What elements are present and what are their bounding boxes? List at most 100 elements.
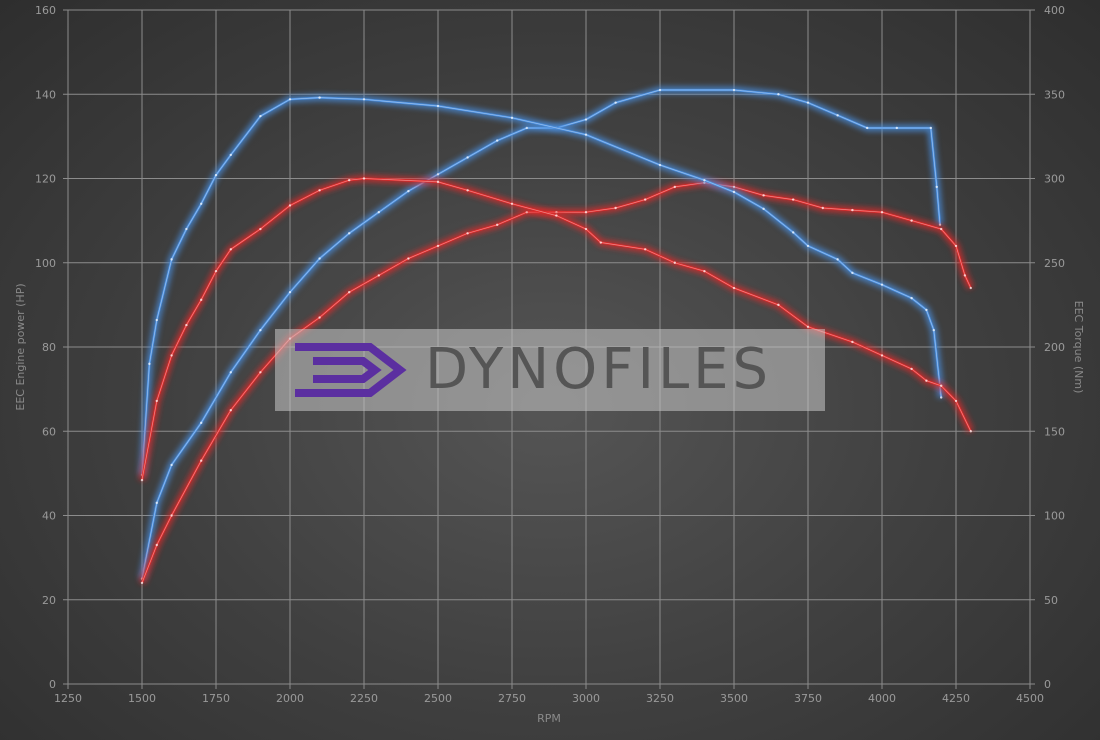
data-point [644,198,647,201]
y2-tick-label: 50 [1044,594,1058,607]
data-point [348,178,351,182]
data-point [200,202,203,205]
data-point [407,257,410,260]
y-tick-label: 20 [42,594,56,607]
data-point [777,93,780,96]
data-point [880,354,884,357]
data-point [673,261,676,264]
data-point [185,323,188,327]
data-point [910,367,913,371]
data-point [836,114,839,117]
x-axis-label: RPM [537,712,561,725]
y-tick-label: 80 [42,341,56,354]
data-point [200,459,203,462]
red-power-curve-highlight [141,182,972,584]
data-point [436,104,440,108]
data-point [963,274,967,277]
data-point [940,396,943,399]
data-point [348,232,351,235]
y2-tick-label: 400 [1044,4,1065,17]
y2-tick-label: 150 [1044,425,1065,438]
data-point [229,248,232,251]
x-tick-label: 3000 [572,692,600,705]
data-point [466,189,469,192]
data-point [510,202,514,205]
data-point [703,178,706,182]
data-point [496,139,499,142]
data-point [584,227,588,231]
data-point [288,204,292,207]
data-point [940,227,943,231]
dynofiles-logo-icon [295,343,407,397]
data-point [614,206,617,210]
data-point [436,180,440,184]
data-point [658,88,662,92]
y-tick-label: 40 [42,510,56,523]
blue-power-curve [140,88,942,579]
blue-torque-curve [140,96,943,476]
data-point [466,156,469,159]
data-point [229,153,232,157]
data-point [288,291,292,294]
data-point [806,101,810,104]
blue-torque-curve-glow [138,94,945,476]
data-point [851,271,854,275]
data-point [880,211,884,214]
data-point [821,206,824,210]
data-point [584,118,588,121]
x-tick-label: 4250 [942,692,970,705]
data-point [732,190,736,194]
data-point [732,185,736,189]
data-point [288,98,292,101]
data-point [792,198,795,201]
x-tick-label: 2000 [276,692,304,705]
data-point [866,126,869,130]
data-point [436,244,440,248]
data-point [318,316,321,319]
data-point [777,303,780,307]
data-point [377,274,380,277]
data-point [584,133,588,136]
data-point [259,114,262,118]
x-tick-label: 3500 [720,692,748,705]
data-point [318,257,321,260]
data-point [940,384,943,387]
data-point [466,232,469,235]
data-point [259,371,262,374]
data-point [362,177,366,180]
data-point [155,318,158,322]
data-point [836,258,839,261]
data-point [555,214,558,217]
data-point [214,173,218,177]
data-point [895,126,898,130]
y-tick-label: 0 [49,678,56,691]
x-tick-label: 1250 [54,692,82,705]
data-point [318,189,321,192]
y-axis-label: EEC Engine power (HP) [14,283,27,410]
data-point [185,227,188,231]
data-point [155,399,158,403]
data-point [969,286,972,290]
data-point [954,399,958,403]
y2-tick-label: 0 [1044,678,1051,691]
data-point [229,371,232,374]
data-point [792,231,795,234]
data-point [214,269,218,273]
data-point [703,269,706,273]
data-point [732,88,736,92]
data-point [673,185,676,189]
data-point [658,163,662,167]
data-point [170,514,173,517]
blue-torque-curve-highlight [141,97,942,476]
data-point [932,328,935,332]
y-tick-label: 120 [35,173,56,186]
data-point [614,101,617,104]
data-point [496,223,499,227]
data-point [910,296,913,300]
watermark-text: DYNOFILES [425,337,773,402]
x-tick-label: 1750 [202,692,230,705]
data-point [155,501,158,505]
data-point [762,194,765,197]
data-point [148,362,151,366]
